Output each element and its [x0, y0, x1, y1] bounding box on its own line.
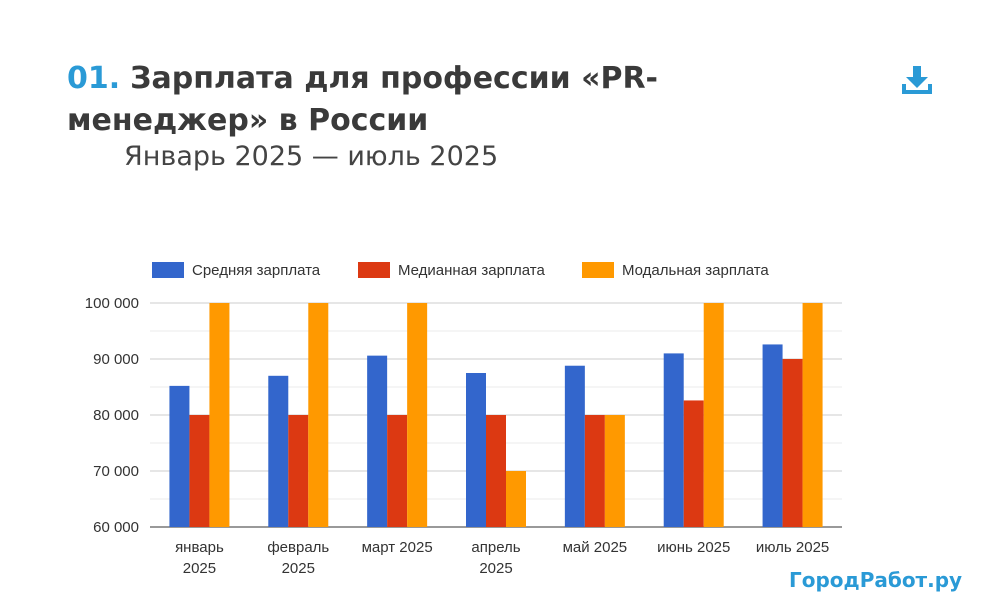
y-tick-label: 60 000 [93, 519, 139, 536]
y-tick-label: 100 000 [85, 295, 139, 312]
y-tick-label: 70 000 [93, 463, 139, 480]
y-tick-label: 80 000 [93, 407, 139, 424]
download-icon [902, 66, 932, 94]
bar-1-6 [663, 353, 684, 527]
legend-swatch-2 [358, 262, 390, 278]
period-subtitle: Январь 2025 — июль 2025 [124, 141, 499, 172]
legend-swatch-3 [582, 262, 614, 278]
bar-3-2 [308, 303, 329, 527]
bar-3-6 [703, 303, 724, 527]
bar-1-1 [169, 385, 190, 527]
salary-bar-chart: Средняя зарплата Медианная зарплата Модаль… [85, 262, 842, 577]
x-tick-label: июль 2025 [756, 539, 829, 556]
legend-label-3: Модальная зарплата [622, 262, 769, 279]
x-tick-label: январь 2025 [175, 539, 224, 577]
bar-1-5 [564, 365, 585, 527]
y-tick-label: 90 000 [93, 351, 139, 368]
bar-3-1 [209, 303, 230, 527]
bar-3-5 [604, 415, 625, 527]
download-button[interactable] [902, 64, 932, 96]
bar-3-4 [506, 471, 526, 527]
x-tick-label: февраль 2025 [267, 539, 329, 577]
x-tick-label: июнь 2025 [657, 539, 730, 556]
brand-logo-text: ГородРабот.ру [789, 568, 963, 592]
bar-1-2 [268, 375, 289, 527]
bar-2-6 [683, 400, 704, 527]
bar-2-5 [584, 415, 605, 527]
bar-3-7 [802, 303, 823, 527]
bar-2-1 [189, 415, 210, 527]
bar-3-3 [407, 303, 428, 527]
bar-1-7 [762, 344, 783, 527]
x-tick-label: апрель 2025 [471, 539, 520, 577]
x-axis-labels: январь 2025 февраль 2025 март 2025 апрель 2025… [175, 539, 829, 577]
bar-1-4 [466, 373, 486, 527]
chart-bars [169, 303, 823, 527]
page-title: 01. Зарплата для профессии «PR-менеджер» … [67, 58, 857, 142]
bar-1-3 [367, 355, 388, 527]
x-tick-label: май 2025 [563, 539, 628, 556]
y-axis-labels: 60 000 70 000 80 000 90 000 100 000 [85, 295, 139, 536]
title-text: Зарплата для профессии «PR-менеджер» в Р… [67, 61, 659, 138]
legend-label-2: Медианная зарплата [398, 262, 546, 279]
bar-2-3 [387, 415, 408, 527]
legend-swatch-1 [152, 262, 184, 278]
chart-legend: Средняя зарплата Медианная зарплата Модаль… [152, 262, 769, 279]
bar-2-4 [486, 415, 506, 527]
section-number: 01. [67, 61, 121, 96]
bar-2-2 [288, 415, 309, 527]
bar-2-7 [782, 359, 803, 527]
x-tick-label: март 2025 [362, 539, 433, 556]
legend-label-1: Средняя зарплата [192, 262, 321, 279]
